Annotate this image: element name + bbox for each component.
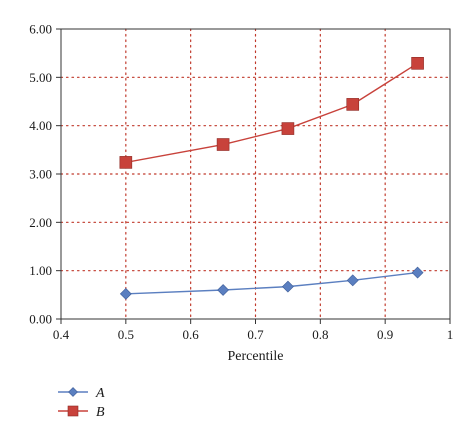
x-tick-label: 0.8 <box>312 327 328 342</box>
legend-marker <box>68 387 78 397</box>
legend: AB <box>58 386 105 420</box>
x-tick-label: 0.4 <box>53 327 70 342</box>
x-tick-label: 0.9 <box>377 327 393 342</box>
y-tick-label: 0.00 <box>29 312 52 327</box>
legend-marker <box>67 405 79 417</box>
data-point-A <box>346 274 359 287</box>
x-axis-title: Percentile <box>228 349 284 364</box>
series-A <box>119 266 424 300</box>
data-point-B <box>281 122 295 135</box>
series-group <box>119 57 424 300</box>
series-line-A <box>125 271 418 295</box>
legend-item-A: A <box>58 386 105 401</box>
y-tick-label: 2.00 <box>29 215 52 230</box>
data-point-A <box>217 284 230 296</box>
y-tick-label: 5.00 <box>29 70 52 85</box>
data-point-B <box>346 98 360 111</box>
y-tick-label: 3.00 <box>29 167 52 182</box>
x-tick-label: 0.7 <box>247 327 264 342</box>
y-tick-label: 4.00 <box>29 118 52 133</box>
grid-lines <box>60 28 451 320</box>
data-point-B <box>216 138 230 151</box>
data-point-B <box>119 156 133 169</box>
legend-item-B: B <box>58 405 105 420</box>
data-point-A <box>119 287 132 300</box>
y-tick-label: 6.00 <box>29 22 52 37</box>
y-tick-label: 1.00 <box>29 263 52 278</box>
x-tick-label: 0.6 <box>183 327 200 342</box>
series-B <box>119 57 424 169</box>
axis-ticks: 0.00 1.00 2.00 3.00 4.00 5.00 6.00 0.4 0.5 0.6 0.7… <box>29 22 453 343</box>
data-point-A <box>281 280 294 293</box>
series-line-B <box>125 62 418 164</box>
x-tick-label: 0.5 <box>118 327 134 342</box>
data-point-B <box>411 57 424 70</box>
x-tick-label: 1 <box>447 327 454 342</box>
legend-label: A <box>95 386 105 401</box>
data-point-A <box>411 266 424 279</box>
legend-label: B <box>96 405 105 420</box>
